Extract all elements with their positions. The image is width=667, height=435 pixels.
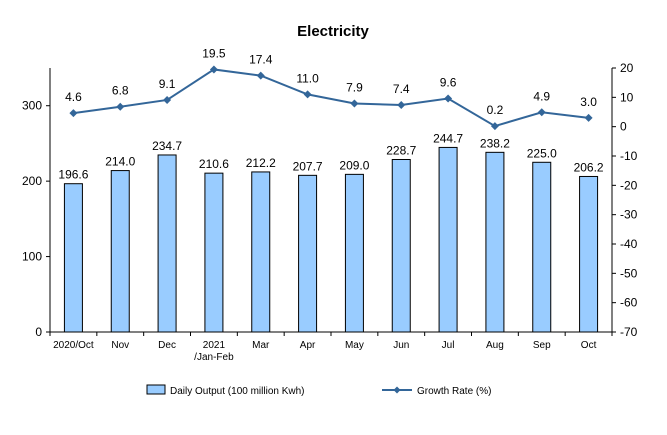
growth-rate-marker bbox=[537, 108, 546, 117]
output-bar bbox=[251, 171, 271, 333]
category-label: Jul bbox=[442, 340, 455, 351]
left-tick-label: 200 bbox=[22, 174, 42, 188]
right-tick-label: 10 bbox=[620, 90, 634, 104]
growth-rate-marker bbox=[397, 100, 406, 109]
line-value-label: 4.6 bbox=[65, 90, 82, 104]
bar-value-label: 234.7 bbox=[152, 139, 182, 153]
bar-value-label: 196.6 bbox=[58, 168, 88, 182]
line-value-label: 17.4 bbox=[249, 53, 273, 67]
legend-bar-swatch bbox=[146, 384, 166, 395]
growth-rate-marker bbox=[256, 71, 265, 80]
bar-series bbox=[63, 146, 599, 333]
bar-value-label: 209.0 bbox=[339, 158, 369, 172]
growth-rate-line bbox=[73, 68, 589, 128]
legend-line-label: Growth Rate (%) bbox=[417, 386, 491, 397]
category-label: /Jan-Feb bbox=[194, 352, 234, 363]
left-tick-label: 0 bbox=[35, 325, 42, 339]
line-value-label: 9.1 bbox=[159, 77, 176, 91]
data-labels: 196.6 214.0 234.7 210.6 212.2 207.7 209.0 228.7… bbox=[58, 46, 604, 181]
growth-rate-marker bbox=[163, 95, 172, 104]
output-bar bbox=[204, 172, 224, 333]
growth-rate-marker bbox=[69, 109, 78, 118]
category-label: Oct bbox=[581, 340, 597, 351]
line-value-label: 19.5 bbox=[202, 46, 226, 60]
output-bar bbox=[391, 158, 411, 333]
growth-rate-marker bbox=[303, 90, 312, 99]
category-label: Mar bbox=[252, 340, 270, 351]
output-bar bbox=[63, 183, 83, 333]
bar-value-label: 210.6 bbox=[199, 157, 229, 171]
growth-rate-marker bbox=[350, 99, 359, 108]
output-bar bbox=[438, 146, 458, 333]
category-label: Apr bbox=[300, 340, 316, 351]
growth-rate-marker bbox=[116, 102, 125, 111]
bar-value-label: 207.7 bbox=[293, 159, 323, 173]
category-label: Sep bbox=[533, 340, 551, 351]
growth-rate-marker bbox=[444, 94, 453, 103]
bar-value-label: 238.2 bbox=[480, 136, 510, 150]
left-tick-label: 100 bbox=[22, 250, 42, 264]
legend-line-marker bbox=[393, 386, 401, 394]
output-bar bbox=[157, 154, 177, 333]
category-label: 2020/Oct bbox=[53, 340, 94, 351]
line-value-label: 7.4 bbox=[393, 82, 410, 96]
left-tick-label: 300 bbox=[22, 99, 42, 113]
line-value-label: 6.8 bbox=[112, 84, 129, 98]
line-value-label: 4.9 bbox=[533, 89, 550, 103]
output-bar bbox=[532, 161, 552, 333]
right-tick-label: -40 bbox=[620, 237, 638, 251]
right-tick-label: -70 bbox=[620, 325, 638, 339]
chart-title: Electricity bbox=[297, 23, 369, 40]
category-label: 2021 bbox=[203, 340, 226, 351]
output-bar bbox=[485, 151, 505, 333]
bar-value-label: 225.0 bbox=[527, 146, 557, 160]
growth-rate-marker bbox=[490, 122, 499, 131]
line-value-label: 9.6 bbox=[440, 76, 457, 90]
output-bar bbox=[298, 174, 318, 333]
right-tick-label: 20 bbox=[620, 61, 634, 75]
bar-value-label: 212.2 bbox=[246, 156, 276, 170]
bar-value-label: 214.0 bbox=[105, 155, 135, 169]
legend: Daily Output (100 million Kwh) Growth Rat… bbox=[146, 384, 491, 397]
output-bar bbox=[344, 173, 364, 333]
category-label: Nov bbox=[111, 340, 129, 351]
right-tick-label: -10 bbox=[620, 149, 638, 163]
category-label: Jun bbox=[393, 340, 409, 351]
right-tick-label: -20 bbox=[620, 178, 638, 192]
category-labels: 2020/Oct Nov Dec 2021/Jan-Feb Mar Apr May Jun Ju… bbox=[53, 340, 596, 363]
legend-bar-label: Daily Output (100 million Kwh) bbox=[170, 386, 305, 397]
category-label: May bbox=[345, 340, 364, 351]
category-label: Dec bbox=[158, 340, 176, 351]
line-value-label: 0.2 bbox=[487, 103, 504, 117]
category-label: Aug bbox=[486, 340, 504, 351]
growth-rate-marker bbox=[209, 65, 218, 74]
bar-value-label: 228.7 bbox=[386, 143, 416, 157]
right-tick-label: -30 bbox=[620, 208, 638, 222]
output-bar bbox=[579, 175, 599, 333]
right-tick-label: 0 bbox=[620, 120, 627, 134]
line-value-label: 3.0 bbox=[580, 95, 597, 109]
growth-rate-marker bbox=[584, 113, 593, 122]
right-tick-label: -60 bbox=[620, 296, 638, 310]
right-tick-label: -50 bbox=[620, 266, 638, 280]
line-value-label: 11.0 bbox=[296, 71, 319, 85]
output-bar bbox=[110, 170, 130, 333]
bar-value-label: 206.2 bbox=[574, 160, 604, 174]
line-series bbox=[69, 65, 593, 131]
line-value-label: 7.9 bbox=[346, 80, 363, 94]
bar-value-label: 244.7 bbox=[433, 131, 463, 145]
